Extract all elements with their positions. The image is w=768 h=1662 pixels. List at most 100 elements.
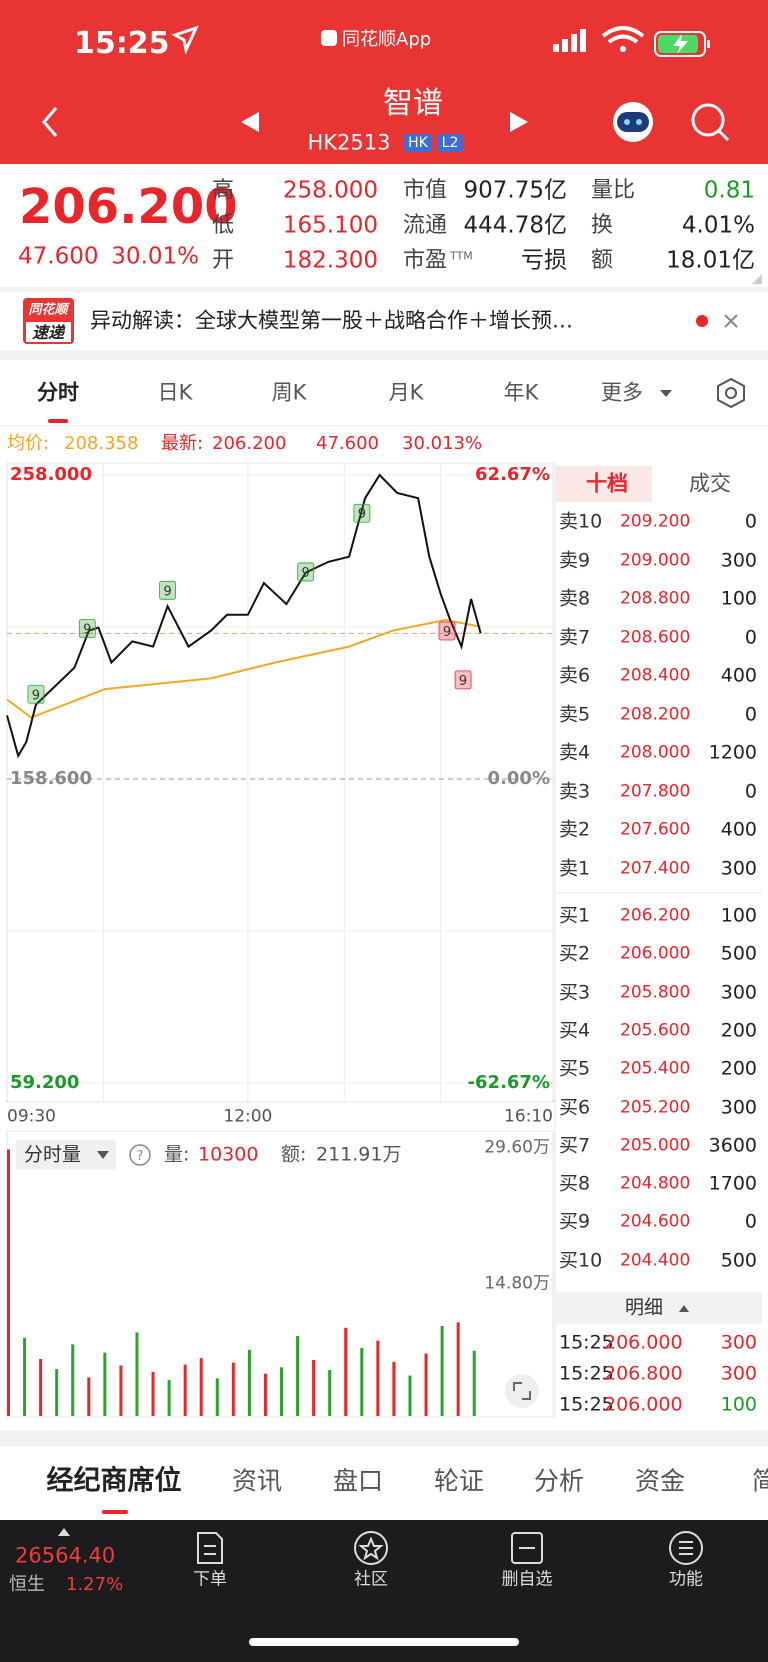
chart-tab[interactable]: 日K <box>157 380 193 405</box>
stat-label: 市值 <box>403 178 448 203</box>
chart-tab[interactable]: 分时 <box>37 380 79 405</box>
book-price: 206.000 <box>620 943 691 964</box>
book-price: 205.600 <box>620 1020 691 1041</box>
book-qty: 1200 <box>708 741 757 764</box>
stat-sup: TTM <box>450 249 473 263</box>
chart-tab[interactable]: 更多 <box>601 380 643 405</box>
stat-label: 额 <box>591 248 614 273</box>
book-price: 209.000 <box>620 550 691 570</box>
y2-tick-label: 62.67% <box>475 464 550 485</box>
expand-button[interactable] <box>505 1374 539 1408</box>
last-value: 206.200 <box>212 433 287 454</box>
chart-frame <box>6 462 554 1103</box>
settings-icon[interactable] <box>717 377 745 409</box>
settings-icon[interactable] <box>725 387 737 399</box>
badge: L2 <box>437 134 463 152</box>
book-qty: 400 <box>720 818 757 841</box>
book-level: 买4 <box>559 1019 591 1042</box>
news-logo-text: 速递 <box>31 323 65 342</box>
signal-marker <box>297 562 315 582</box>
chart-tab[interactable]: 年K <box>503 380 539 405</box>
book-qty: 200 <box>720 1057 757 1080</box>
trade-price: 206.000 <box>604 1331 683 1354</box>
last-price: 206.200 <box>19 179 238 235</box>
volume-bar <box>247 1349 251 1416</box>
book-level: 买1 <box>559 904 591 927</box>
more-arrow[interactable] <box>660 390 672 397</box>
stat-value: 182.300 <box>282 247 378 274</box>
detail-tab[interactable]: 资金 <box>634 1466 686 1496</box>
book-qty: 1700 <box>708 1172 757 1195</box>
book-qty: 0 <box>744 626 757 648</box>
nav-item[interactable]: 删自选 <box>501 1569 553 1590</box>
volume-bar <box>328 1370 332 1416</box>
tab-underline <box>102 1510 128 1514</box>
book-level: 卖1 <box>559 857 591 879</box>
book-level: 买8 <box>559 1172 591 1195</box>
nav-item[interactable]: 功能 <box>669 1569 703 1590</box>
book-level: 卖2 <box>559 818 591 841</box>
book-level: 买10 <box>559 1249 603 1272</box>
help-icon[interactable] <box>129 1144 151 1166</box>
expand-button[interactable] <box>513 1382 531 1400</box>
book-tab[interactable]: 十档 <box>586 471 628 496</box>
news-text[interactable]: 异动解读：全球大模型第一股＋战略合作＋增长预… <box>90 308 573 333</box>
stat-value: 4.01% <box>681 212 755 239</box>
selector-arrow[interactable] <box>97 1151 109 1159</box>
nav-bar-icons[interactable] <box>197 1531 703 1565</box>
stat-label: 开 <box>212 248 235 273</box>
divider <box>0 350 768 360</box>
home-indicator <box>249 1638 519 1646</box>
detail-arrow[interactable] <box>679 1305 689 1312</box>
volume-selector-label[interactable]: 分时量 <box>24 1143 82 1166</box>
status-app: 同花顺App <box>342 29 432 50</box>
book-tab[interactable]: 成交 <box>689 471 731 496</box>
divider <box>0 425 768 426</box>
volume-tick-label: 14.80万 <box>484 1273 550 1294</box>
help-icon[interactable]: ? <box>137 1149 144 1164</box>
status-time: 15:25 <box>74 26 170 61</box>
x-tick-label: 12:00 <box>223 1106 273 1127</box>
stock-code: HK2513 <box>307 130 391 155</box>
detail-tab[interactable]: 资讯 <box>231 1466 283 1496</box>
stat-value: 0.81 <box>703 177 755 204</box>
trade-price: 206.000 <box>604 1393 683 1416</box>
book-level: 买3 <box>559 981 591 1004</box>
detail-tab[interactable]: 分析 <box>533 1466 585 1496</box>
order-tab-selected[interactable] <box>556 466 652 502</box>
detail-tab[interactable]: 轮证 <box>433 1466 485 1496</box>
avg-label: 均价: <box>7 433 50 454</box>
chart-tab[interactable]: 月K <box>388 380 424 405</box>
volume-selector[interactable] <box>16 1140 116 1170</box>
price-change-pct: 30.01% <box>111 243 199 270</box>
change-pct-value: 30.013% <box>402 433 483 454</box>
nav-item[interactable]: 下单 <box>193 1569 227 1590</box>
price-line <box>6 473 482 759</box>
volume-bar <box>119 1365 123 1416</box>
detail-tab[interactable]: 盘口 <box>332 1466 384 1496</box>
nav-icons[interactable] <box>42 102 730 142</box>
trade-qty: 100 <box>720 1393 757 1416</box>
signal-label: 9 <box>302 566 310 581</box>
book-price: 205.800 <box>620 982 691 1003</box>
book-price: 209.200 <box>620 511 691 532</box>
book-price: 204.400 <box>620 1250 691 1271</box>
book-level: 买9 <box>559 1210 591 1233</box>
book-level: 卖8 <box>559 587 591 610</box>
book-qty: 500 <box>720 1249 757 1272</box>
chart-tab[interactable]: 周K <box>271 380 307 405</box>
nav-item[interactable]: 社区 <box>354 1569 388 1590</box>
trade-time: 15:25 <box>559 1362 614 1385</box>
x-tick-label: 09:30 <box>7 1106 56 1127</box>
detail-tab[interactable]: 简况 <box>752 1466 768 1496</box>
book-price: 206.200 <box>620 905 691 926</box>
divider <box>0 1430 768 1446</box>
book-price: 205.400 <box>620 1058 691 1079</box>
book-qty: 0 <box>744 1210 757 1233</box>
signal-marker <box>159 580 176 600</box>
index-change: 1.27% <box>66 1574 124 1595</box>
detail-tab[interactable]: 经纪商席位 <box>46 1465 182 1497</box>
close-icon[interactable] <box>724 314 738 328</box>
